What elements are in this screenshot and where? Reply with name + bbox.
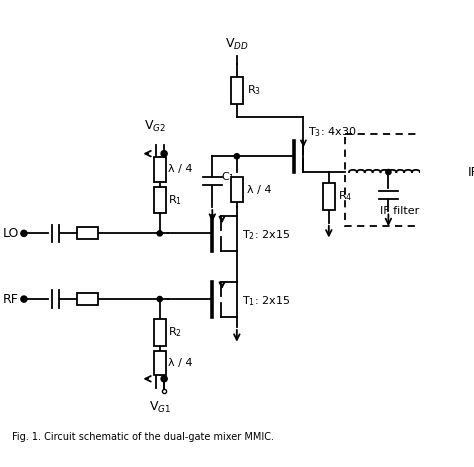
Bar <box>231 177 243 202</box>
Bar <box>345 134 454 226</box>
Text: IF filter: IF filter <box>380 205 419 216</box>
Text: R$_1$: R$_1$ <box>168 193 182 207</box>
Circle shape <box>161 376 167 382</box>
Text: R$_2$: R$_2$ <box>168 325 182 339</box>
Bar <box>154 157 166 182</box>
Bar <box>76 227 98 240</box>
Text: R$_4$: R$_4$ <box>337 190 352 204</box>
Text: T$_3$: 4x30: T$_3$: 4x30 <box>308 125 356 139</box>
Text: Fig. 1. Circuit schematic of the dual-gate mixer MMIC.: Fig. 1. Circuit schematic of the dual-ga… <box>12 432 273 442</box>
Circle shape <box>157 297 163 302</box>
Text: λ / 4: λ / 4 <box>168 164 193 174</box>
Text: C$_1$: C$_1$ <box>221 170 235 184</box>
Bar <box>231 78 243 104</box>
Text: LO: LO <box>2 227 18 240</box>
Circle shape <box>21 296 27 302</box>
Bar <box>154 351 166 375</box>
Text: V$_{G2}$: V$_{G2}$ <box>144 119 166 134</box>
Bar <box>154 319 166 346</box>
Text: RF: RF <box>3 292 18 305</box>
Bar <box>154 187 166 213</box>
Text: T$_1$: 2x15: T$_1$: 2x15 <box>242 294 290 308</box>
Text: λ / 4: λ / 4 <box>247 184 272 195</box>
Circle shape <box>234 154 239 159</box>
Text: IF: IF <box>468 165 474 178</box>
Text: λ / 4: λ / 4 <box>168 358 193 368</box>
Circle shape <box>157 231 163 236</box>
Text: V$_{G1}$: V$_{G1}$ <box>149 400 171 415</box>
Circle shape <box>386 170 391 175</box>
Circle shape <box>161 150 167 157</box>
Circle shape <box>462 169 468 175</box>
Bar <box>76 293 98 305</box>
Text: V$_{DD}$: V$_{DD}$ <box>225 37 249 52</box>
Circle shape <box>21 230 27 236</box>
Text: R$_3$: R$_3$ <box>247 84 262 98</box>
Bar <box>323 184 335 210</box>
Text: T$_2$: 2x15: T$_2$: 2x15 <box>242 228 290 242</box>
